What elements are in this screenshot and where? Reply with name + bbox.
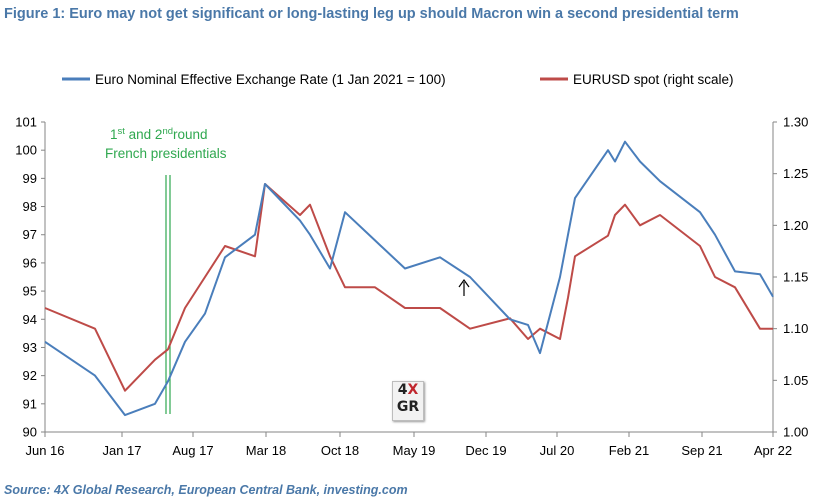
left-tick-label: 90 <box>23 425 37 440</box>
right-axis-ticks: 1.00 1.05 1.10 1.15 1.20 1.25 1.30 <box>773 115 808 440</box>
4x-global-research-logo: 4X GR <box>392 381 424 421</box>
right-tick-label: 1.05 <box>783 373 808 388</box>
left-tick-label: 101 <box>15 115 37 130</box>
series-line-neer <box>44 140 774 417</box>
left-tick-label: 98 <box>23 199 37 214</box>
left-tick-label: 97 <box>23 227 37 242</box>
left-tick-label: 100 <box>15 143 37 158</box>
right-tick-label: 1.30 <box>783 115 808 130</box>
left-tick-label: 96 <box>23 255 37 270</box>
left-axis-ticks: 90 91 92 93 94 95 96 97 98 99 100 101 <box>15 115 45 440</box>
left-tick-label: 95 <box>23 284 37 299</box>
x-axis-ticks: Jun 16 Jan 17 Aug 17 Mar 18 Oct 18 May 19 Dec … <box>25 432 792 458</box>
legend-label-eurusd: EURUSD spot (right scale) <box>573 72 734 87</box>
right-tick-label: 1.00 <box>783 425 808 440</box>
figure-title: Figure 1: Euro may not get significant o… <box>4 6 739 22</box>
x-tick-label: Apr 22 <box>754 443 792 458</box>
x-tick-label: Jul 20 <box>540 443 575 458</box>
right-tick-label: 1.10 <box>783 321 808 336</box>
right-tick-label: 1.15 <box>783 270 808 285</box>
series-points <box>45 142 773 415</box>
right-tick-label: 1.25 <box>783 166 808 181</box>
x-tick-label: Oct 18 <box>321 443 359 458</box>
x-tick-label: May 19 <box>393 443 436 458</box>
arrow-mark <box>458 278 470 296</box>
x-tick-label: Mar 18 <box>246 443 286 458</box>
x-tick-label: Dec 19 <box>465 443 506 458</box>
x-tick-label: Jun 16 <box>25 443 64 458</box>
series-line-eurusd <box>44 183 773 392</box>
left-tick-label: 92 <box>23 368 37 383</box>
left-tick-label: 99 <box>23 171 37 186</box>
legend-label-neer: Euro Nominal Effective Exchange Rate (1 … <box>95 72 446 87</box>
x-tick-label: Jan 17 <box>102 443 141 458</box>
x-tick-label: Sep 21 <box>681 443 722 458</box>
annotation-election-line2: French presidentials <box>105 146 227 161</box>
left-tick-label: 91 <box>23 396 37 411</box>
left-tick-label: 94 <box>23 312 37 327</box>
legend: Euro Nominal Effective Exchange Rate (1 … <box>62 72 734 87</box>
x-tick-label: Aug 17 <box>172 443 213 458</box>
right-tick-label: 1.20 <box>783 218 808 233</box>
left-tick-label: 93 <box>23 340 37 355</box>
source-note: Source: 4X Global Research, European Cen… <box>4 483 408 497</box>
annotation-election-line1: 1st and 2ndround <box>110 126 208 142</box>
x-tick-label: Feb 21 <box>609 443 649 458</box>
